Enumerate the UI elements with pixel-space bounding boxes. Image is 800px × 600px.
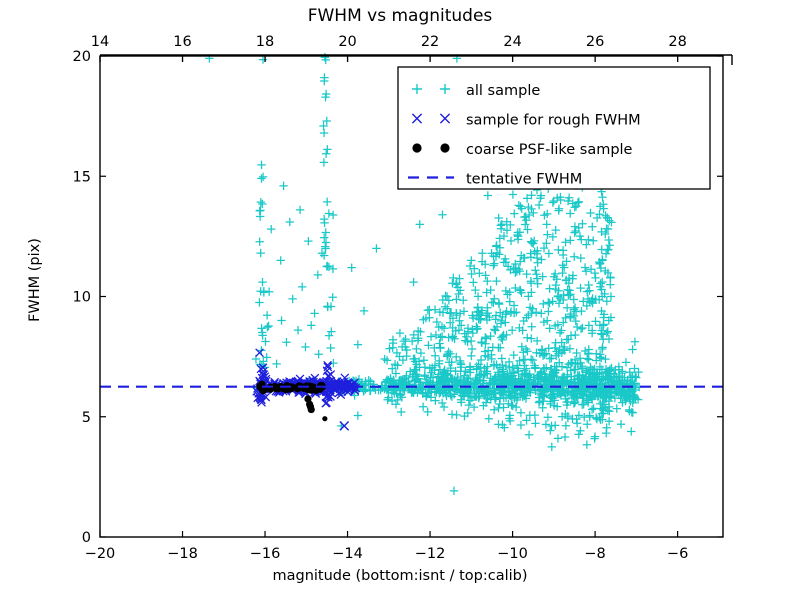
left-tick-label: 20 xyxy=(73,49,91,65)
top-tick-label: 20 xyxy=(338,34,356,50)
bottom-tick-label: −6 xyxy=(667,546,688,562)
bottom-tick-label: −18 xyxy=(167,546,198,562)
left-tick-label: 15 xyxy=(73,169,91,185)
chart-title: FWHM vs magnitudes xyxy=(307,6,493,26)
x-axis-label: magnitude (bottom:isnt / top:calib) xyxy=(272,568,528,584)
top-tick-label: 24 xyxy=(503,34,521,50)
bottom-tick-label: −10 xyxy=(497,546,528,562)
bottom-tick-label: −12 xyxy=(415,546,446,562)
legend: all sample sample for rough FWHM coarse PS… xyxy=(397,66,711,190)
bottom-tick-label: −14 xyxy=(332,546,363,562)
top-tick-label: 14 xyxy=(91,34,109,50)
left-tick-label: 10 xyxy=(73,290,91,306)
legend-entry-label: sample for rough FWHM xyxy=(466,113,641,129)
bottom-tick-label: −16 xyxy=(250,546,281,562)
left-axis-ticks: 0 5 10 15 20 xyxy=(73,49,723,546)
bottom-tick-label: −20 xyxy=(85,546,116,562)
top-tick-label: 22 xyxy=(421,34,439,50)
legend-entry-label: coarse PSF-like sample xyxy=(466,142,633,158)
legend-entry-label: all sample xyxy=(466,83,540,99)
legend-entry-label: tentative FWHM xyxy=(466,172,582,188)
bottom-axis-ticks: −20 −18 −16 −14 −12 −10 −8 −6 xyxy=(85,56,688,562)
top-tick-label: 28 xyxy=(668,34,686,50)
top-axis-ticks: 14 16 18 20 22 24 26 28 xyxy=(91,34,733,65)
top-tick-label: 26 xyxy=(586,34,604,50)
left-tick-label: 5 xyxy=(82,410,91,426)
bottom-tick-label: −8 xyxy=(584,546,605,562)
top-tick-label: 18 xyxy=(256,34,274,50)
top-tick-label: 16 xyxy=(173,34,191,50)
left-tick-label: 0 xyxy=(82,530,91,546)
legend-box xyxy=(397,66,711,190)
